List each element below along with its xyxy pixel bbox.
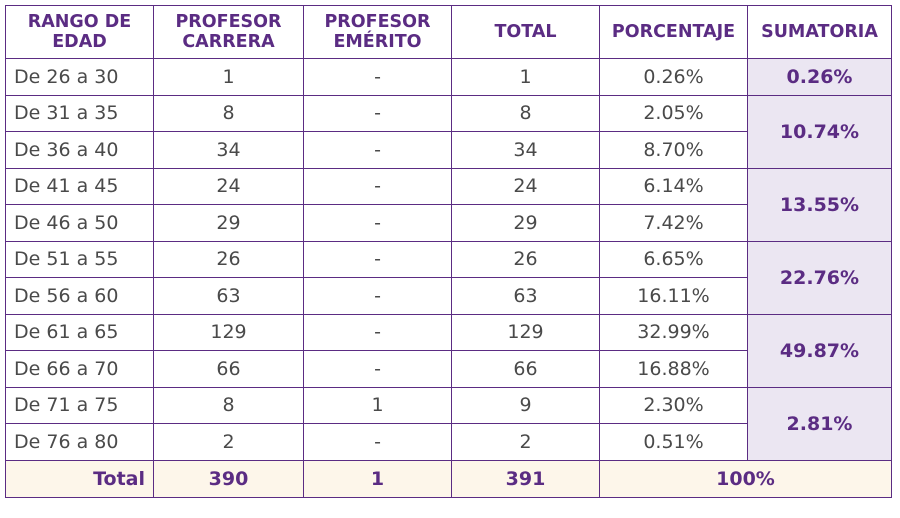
header-row: RANGO DE EDAD PROFESOR CARRERA PROFESOR … [5,5,892,59]
total-total: 391 [451,459,600,498]
total-carrera: 390 [153,459,304,498]
cell-sumatoria: 0.26% [747,58,892,96]
cell-carrera: 34 [153,131,304,169]
table-row: De 51 a 55 26 - 26 6.65% 22.76% [5,240,892,315]
total-row: Total 390 1 391 100% [5,459,892,498]
table-row: De 31 a 35 8 - 8 2.05% 10.74% [5,94,892,169]
cell-emerito: - [303,204,452,242]
table-row: De 61 a 65 129 - 129 32.99% 49.87% [5,313,892,388]
cell-carrera: 129 [153,313,304,351]
cell-sumatoria: 2.81% [747,386,892,461]
cell-range: De 66 a 70 [5,350,154,388]
cell-total: 1 [451,58,600,96]
table-row: De 71 a 75 8 1 9 2.30% 2.81% [5,386,892,461]
cell-porcentaje: 7.42% [599,204,748,242]
header-rango-de-edad: RANGO DE EDAD [5,5,154,59]
cell-carrera: 8 [153,386,304,424]
header-porcentaje: PORCENTAJE [599,5,748,59]
cell-emerito: - [303,313,452,351]
cell-carrera: 8 [153,94,304,132]
cell-emerito: - [303,94,452,132]
cell-porcentaje: 6.14% [599,167,748,205]
cell-total: 63 [451,277,600,315]
cell-carrera: 1 [153,58,304,96]
total-emerito: 1 [303,459,452,498]
cell-emerito: - [303,277,452,315]
cell-carrera: 2 [153,423,304,461]
table-row: De 26 a 30 1 - 1 0.26% 0.26% [5,58,892,96]
cell-porcentaje: 0.26% [599,58,748,96]
header-sumatoria: SUMATORIA [747,5,892,59]
cell-porcentaje: 16.11% [599,277,748,315]
cell-emerito: 1 [303,386,452,424]
header-profesor-emerito: PROFESOR EMÉRITO [303,5,452,59]
cell-carrera: 63 [153,277,304,315]
cell-porcentaje: 16.88% [599,350,748,388]
table-row: De 46 a 50 29 - 29 7.42% [5,204,892,242]
age-range-table: RANGO DE EDAD PROFESOR CARRERA PROFESOR … [5,5,892,498]
cell-porcentaje: 2.30% [599,386,748,424]
cell-range: De 71 a 75 [5,386,154,424]
cell-total: 9 [451,386,600,424]
cell-range: De 41 a 45 [5,167,154,205]
cell-total: 34 [451,131,600,169]
header-profesor-carrera: PROFESOR CARRERA [153,5,304,59]
total-label: Total [5,459,154,498]
cell-total: 26 [451,240,600,278]
cell-carrera: 66 [153,350,304,388]
cell-porcentaje: 6.65% [599,240,748,278]
cell-emerito: - [303,350,452,388]
cell-sumatoria: 22.76% [747,240,892,315]
cell-emerito: - [303,240,452,278]
cell-range: De 46 a 50 [5,204,154,242]
cell-carrera: 24 [153,167,304,205]
cell-emerito: - [303,131,452,169]
cell-sumatoria: 10.74% [747,94,892,169]
cell-porcentaje: 32.99% [599,313,748,351]
cell-total: 8 [451,94,600,132]
cell-porcentaje: 8.70% [599,131,748,169]
cell-carrera: 29 [153,204,304,242]
cell-total: 24 [451,167,600,205]
cell-emerito: - [303,167,452,205]
cell-porcentaje: 2.05% [599,94,748,132]
cell-total: 29 [451,204,600,242]
cell-range: De 26 a 30 [5,58,154,96]
cell-sumatoria: 13.55% [747,167,892,242]
cell-emerito: - [303,58,452,96]
cell-range: De 76 a 80 [5,423,154,461]
cell-range: De 61 a 65 [5,313,154,351]
cell-total: 66 [451,350,600,388]
header-total: TOTAL [451,5,600,59]
cell-porcentaje: 0.51% [599,423,748,461]
cell-carrera: 26 [153,240,304,278]
total-porcentaje: 100% [599,459,892,498]
table-row: De 41 a 45 24 - 24 6.14% 13.55% [5,167,892,242]
cell-range: De 51 a 55 [5,240,154,278]
cell-total: 2 [451,423,600,461]
table-row: De 66 a 70 66 - 66 16.88% [5,350,892,388]
cell-range: De 36 a 40 [5,131,154,169]
table-row: De 36 a 40 34 - 34 8.70% [5,131,892,169]
cell-range: De 56 a 60 [5,277,154,315]
table-row: De 76 a 80 2 - 2 0.51% [5,423,892,461]
cell-total: 129 [451,313,600,351]
cell-range: De 31 a 35 [5,94,154,132]
cell-sumatoria: 49.87% [747,313,892,388]
cell-emerito: - [303,423,452,461]
